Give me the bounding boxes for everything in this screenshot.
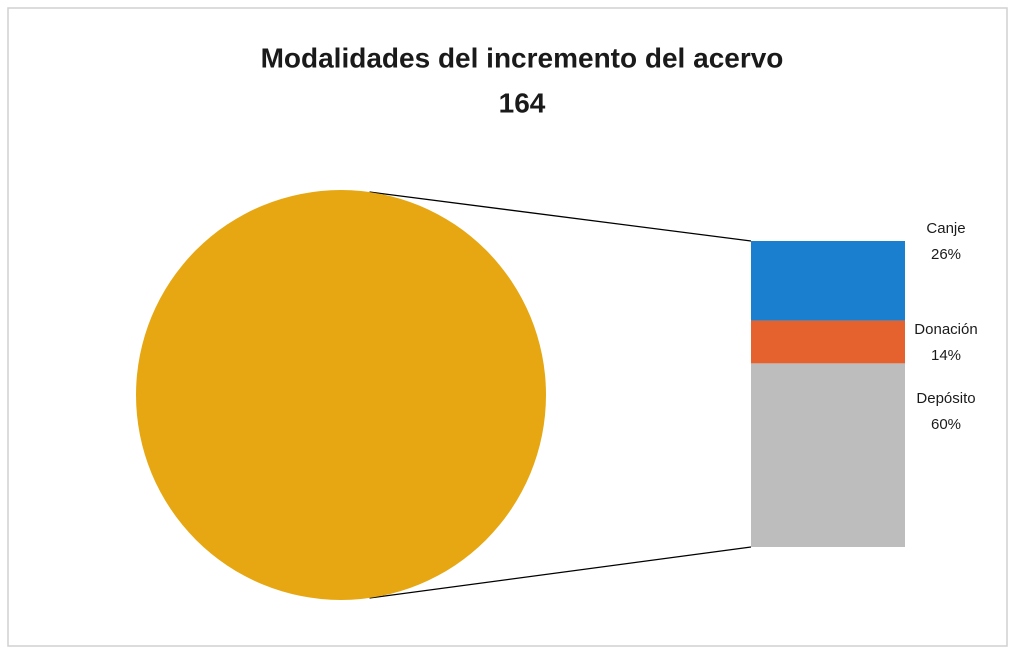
value-label: 26% [931, 246, 961, 263]
category-label: Canje [926, 220, 965, 237]
connector-line [369, 546, 752, 599]
bar-segment [751, 363, 905, 547]
value-label: 60% [931, 416, 961, 433]
bar-segment [751, 320, 905, 364]
pie [136, 190, 546, 600]
value-label: 14% [931, 347, 961, 364]
bar-segment [751, 241, 905, 321]
category-label: Depósito [916, 390, 975, 407]
chart-title: Modalidades del incremento del acervo [261, 42, 784, 73]
chart-subtitle: 164 [499, 87, 546, 118]
connector-line [369, 191, 752, 242]
category-label: Donación [914, 321, 977, 338]
